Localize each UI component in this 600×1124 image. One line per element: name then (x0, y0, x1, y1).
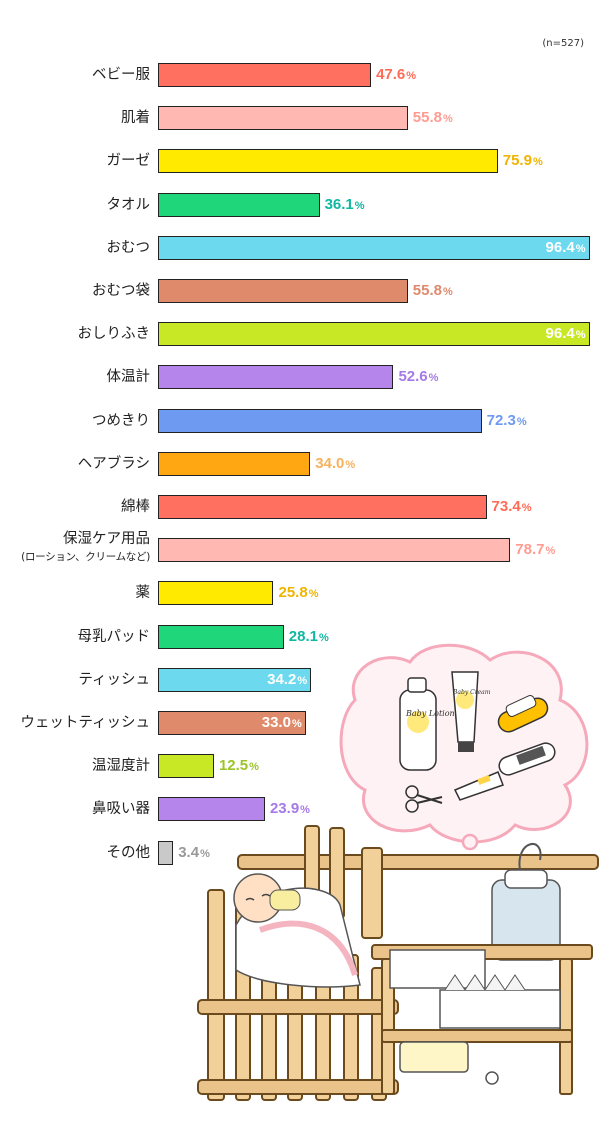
category-label-text: おむつ (106, 239, 151, 256)
category-label-text: 綿棒 (121, 499, 150, 515)
bar (158, 279, 408, 303)
bar (158, 754, 214, 779)
data-label: 73.4% (491, 498, 532, 515)
bar (158, 538, 511, 563)
bar (158, 667, 312, 692)
data-label: 34.0% (315, 454, 356, 472)
category-label: 肌着 (121, 106, 150, 130)
category-label-text: ヘアブラシ (77, 455, 150, 472)
bar (158, 581, 274, 606)
bar (158, 106, 408, 131)
category-label: おむつ袋 (92, 279, 150, 303)
data-label: 47.6% (376, 66, 417, 83)
category-label: 温湿度計 (92, 754, 150, 778)
bar (158, 495, 487, 519)
category-label: ベビー服 (92, 63, 150, 87)
category-label-text: 鼻吸い器 (92, 801, 150, 818)
bar (158, 711, 306, 735)
bar (158, 149, 498, 174)
data-label: 3.4% (178, 843, 210, 861)
data-label: 12.5% (218, 757, 259, 775)
category-label: 薬 (136, 581, 151, 605)
bar (158, 235, 590, 260)
category-label: つめきり (92, 409, 150, 433)
bar (158, 797, 265, 822)
category-label: 母乳パッド (78, 625, 151, 649)
category-label-text: 薬 (135, 585, 151, 602)
category-label-text: ウェットティッシュ (20, 715, 150, 731)
category-label-text: おむつ袋 (92, 283, 150, 299)
category-label-text: 保湿ケア用品 (63, 531, 150, 548)
data-label: 72.3% (486, 411, 527, 429)
category-label: おむつ (107, 236, 151, 260)
data-label: 78.7% (515, 541, 556, 559)
data-label: 96.4% (545, 238, 586, 256)
sample-size-note: (n=527) (542, 38, 584, 49)
bar (158, 624, 284, 649)
category-label: 保湿ケア用品 (ローション、クリームなど) (21, 530, 150, 566)
data-label: 96.4% (545, 325, 586, 343)
category-label-text: その他 (106, 844, 151, 861)
bar (158, 365, 394, 390)
category-label: 鼻吸い器 (92, 797, 150, 821)
category-label-text: つめきり (92, 412, 150, 429)
bar (158, 322, 590, 347)
data-label: 75.9% (502, 152, 543, 170)
category-label: タオル (107, 193, 151, 217)
bar (158, 63, 372, 87)
bar (158, 451, 311, 476)
data-label: 36.1% (324, 195, 365, 213)
bar (158, 840, 174, 865)
data-label: 55.8% (412, 282, 453, 299)
category-label-text: おしりふき (77, 326, 151, 343)
category-label-text: 母乳パッド (77, 628, 151, 645)
data-label: 34.2% (267, 670, 308, 688)
data-label: 23.9% (269, 800, 310, 818)
category-label: その他 (107, 841, 151, 865)
category-label-text: 肌着 (121, 110, 150, 127)
category-label-text: ティッシュ (78, 671, 150, 688)
category-label-text: ベビー服 (92, 67, 150, 83)
category-label: 体温計 (107, 365, 151, 389)
category-label: ガーゼ (107, 149, 151, 173)
category-label: ティッシュ (78, 668, 150, 692)
data-label: 25.8% (278, 584, 319, 602)
category-label: おしりふき (78, 322, 151, 346)
category-label: 綿棒 (121, 495, 150, 519)
data-label: 28.1% (288, 627, 329, 645)
category-label-text: 体温計 (106, 369, 151, 386)
bar (158, 192, 320, 217)
category-label: ウェットティッシュ (20, 711, 150, 735)
category-label-text: タオル (106, 196, 151, 213)
category-sublabel: (ローション、クリームなど) (21, 551, 150, 564)
category-label-text: 温湿度計 (92, 758, 150, 775)
bar (158, 408, 482, 433)
category-label: ヘアブラシ (78, 452, 150, 476)
data-label: 52.6% (398, 368, 439, 386)
data-label: 33.0% (261, 714, 302, 731)
data-label: 55.8% (412, 109, 453, 127)
category-label-text: ガーゼ (106, 153, 151, 170)
